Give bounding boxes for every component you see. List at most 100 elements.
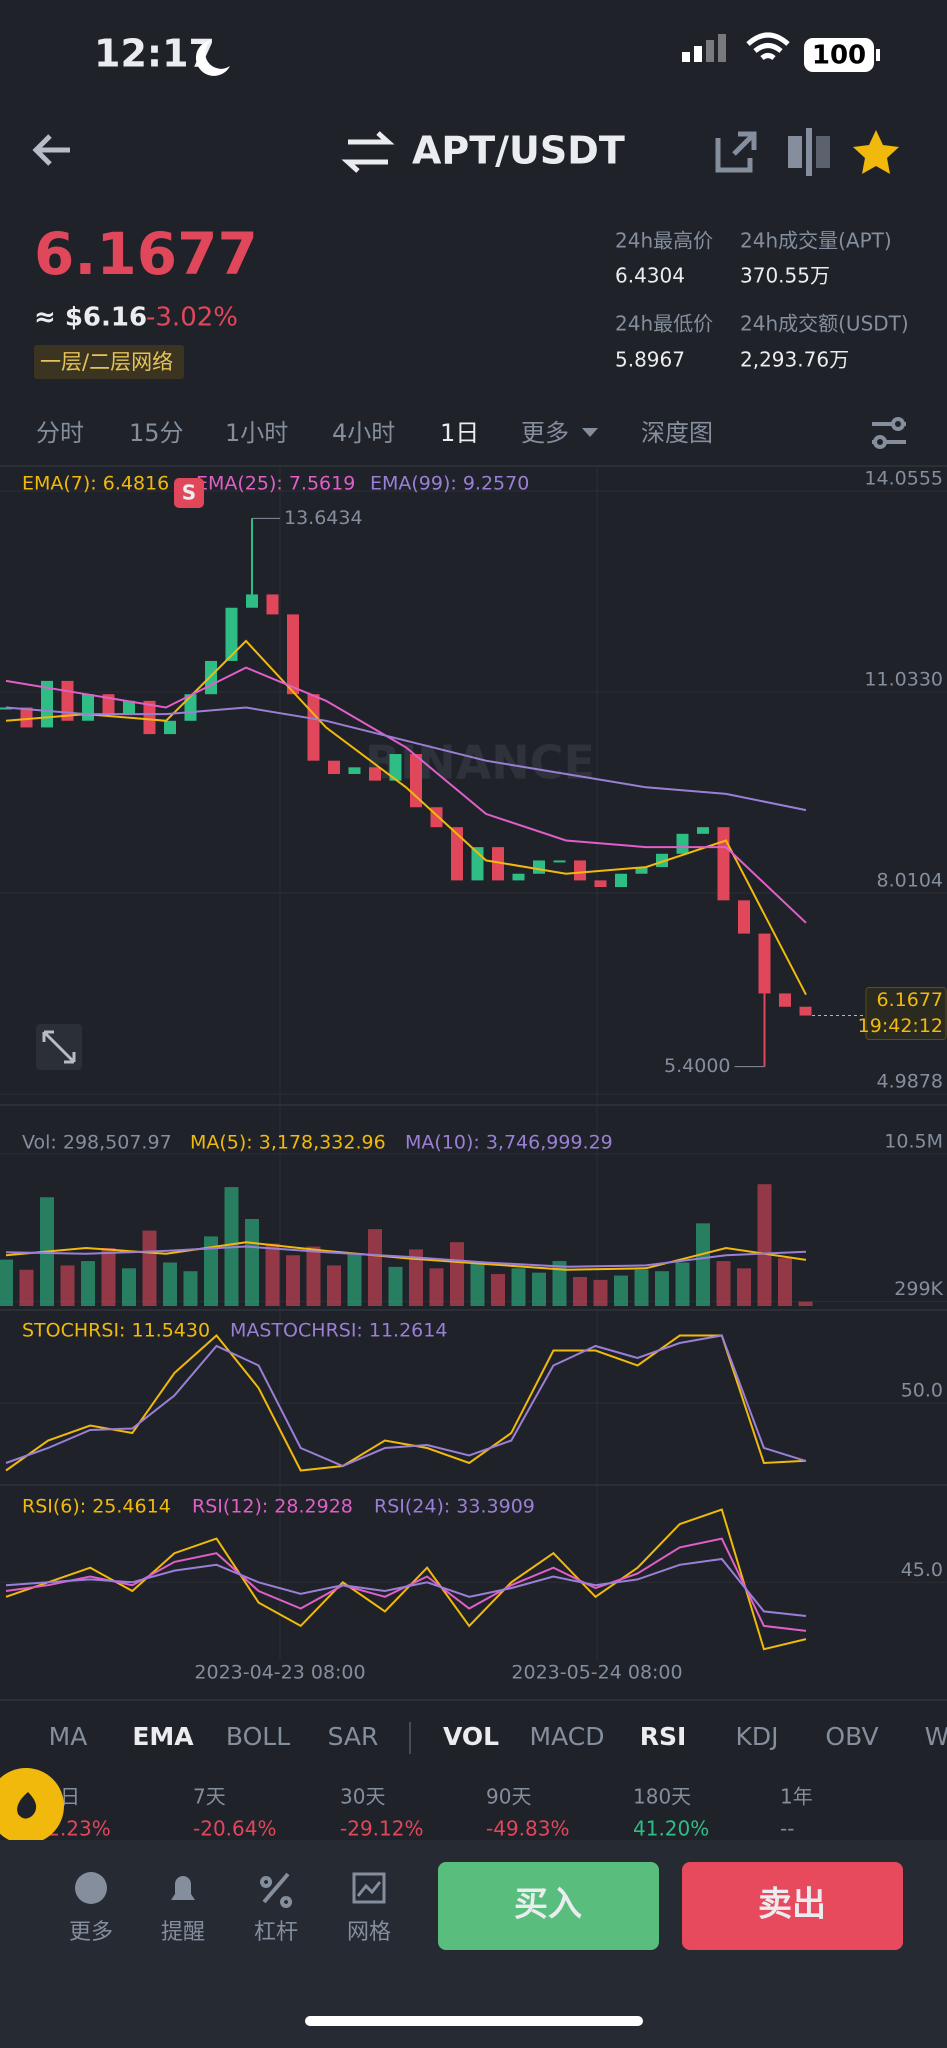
legend-entry: MASTOCHRSI: 11.2614 [230, 1320, 447, 1342]
y-tick-label: 299K [894, 1278, 943, 1300]
volume-bar [511, 1268, 526, 1306]
candle [533, 860, 545, 874]
volume-bar [388, 1266, 403, 1306]
back-button[interactable] [32, 134, 70, 166]
swap-icon[interactable] [341, 131, 395, 173]
indicator-tab[interactable]: RSI [640, 1722, 687, 1751]
expand-icon [42, 1030, 76, 1064]
stat-value: 5.8967 [615, 348, 685, 372]
sell-label[interactable]: 卖出 [758, 1885, 826, 1925]
home-indicator [305, 2016, 643, 2026]
tool-label[interactable]: 网格 [347, 1920, 391, 1945]
candle [82, 694, 94, 721]
volume-bar [409, 1249, 423, 1306]
period-value: -20.64% [193, 1817, 276, 1841]
more-icon[interactable] [75, 1872, 107, 1904]
interval-tab[interactable]: 更多 [521, 419, 569, 447]
y-tick-label: 8.0104 [877, 869, 943, 891]
candle [41, 680, 53, 728]
volume-bar [737, 1268, 751, 1306]
stat-label: 24h最高价 [615, 229, 713, 253]
candle [799, 1006, 812, 1016]
volume-bar [19, 1269, 34, 1306]
battery-level: 100 [812, 41, 866, 71]
indicator-line [5, 639, 807, 996]
indicator-tab[interactable]: SAR [328, 1722, 379, 1751]
current-price-label: 6.1677 [877, 989, 943, 1011]
candle [779, 993, 791, 1007]
volume-bar [429, 1268, 444, 1306]
indicator-tab[interactable]: OBV [825, 1722, 878, 1751]
interval-tab[interactable]: 深度图 [641, 419, 713, 447]
volume-bar [450, 1242, 464, 1306]
volume-bar [532, 1272, 546, 1306]
indicator-tab[interactable]: MACD [530, 1722, 605, 1751]
candle [697, 827, 709, 834]
compare-icon[interactable] [788, 128, 830, 176]
candle [266, 594, 279, 615]
indicator-tab[interactable]: VOL [443, 1722, 499, 1751]
interval-tab[interactable]: 15分 [129, 419, 184, 447]
period-label: 30天 [340, 1785, 385, 1809]
legend-entry: EMA(99): 9.2570 [370, 473, 529, 495]
stat-value: 370.55万 [740, 264, 830, 288]
tool-label[interactable]: 杠杆 [254, 1920, 298, 1945]
interval-tab[interactable]: 分时 [36, 419, 84, 447]
volume-bar [634, 1269, 649, 1306]
tool-label[interactable]: 提醒 [161, 1920, 205, 1945]
buy-button[interactable] [438, 1862, 659, 1950]
volume-bar [798, 1301, 813, 1306]
usd-price: ≈ $6.16 [34, 303, 147, 333]
status-time: 12:17 [94, 32, 215, 76]
period-value: -49.83% [486, 1817, 569, 1841]
buy-label[interactable]: 买入 [514, 1885, 582, 1925]
margin-icon[interactable] [260, 1872, 293, 1908]
period-value: -29.12% [340, 1817, 423, 1841]
indicator-line [5, 1508, 807, 1651]
period-value: -- [780, 1817, 794, 1841]
y-tick-label: 45.0 [901, 1559, 943, 1581]
candle [676, 833, 689, 854]
favorite-star[interactable] [853, 130, 899, 174]
pair-title[interactable]: APT/USDT [412, 129, 625, 173]
indicator-line [5, 666, 807, 924]
volume-bar [614, 1275, 628, 1306]
volume-bar [470, 1262, 485, 1306]
stat-label: 24h最低价 [615, 312, 713, 336]
legend-entry: EMA(25): 7.5619 [196, 473, 355, 495]
volume-bar [245, 1219, 259, 1306]
volume-bar [716, 1261, 731, 1306]
indicator-tab[interactable]: BOLL [226, 1722, 290, 1751]
grid-icon[interactable] [352, 1872, 386, 1904]
indicator-tab[interactable]: MA [49, 1722, 88, 1751]
volume-bar [347, 1253, 362, 1306]
interval-tab[interactable]: 1小时 [225, 419, 288, 447]
tool-label[interactable]: 更多 [69, 1920, 113, 1945]
period-label: 1年 [780, 1785, 813, 1809]
share-icon[interactable] [715, 131, 757, 173]
watermark: BINANCE [365, 736, 595, 790]
settings-icon[interactable] [872, 417, 906, 449]
legend-entry: EMA(7): 6.4816 [22, 473, 169, 495]
y-tick-label: 11.0330 [864, 668, 943, 690]
candle [123, 700, 135, 715]
indicator-tab[interactable]: W [925, 1722, 947, 1751]
sell-button[interactable] [682, 1862, 903, 1950]
volume-bar [368, 1229, 382, 1306]
period-label: 90天 [486, 1785, 531, 1809]
volume-bar [696, 1223, 710, 1306]
volume-bar [60, 1265, 75, 1306]
interval-tabs: 分时 15分 1小时 4小时 1日 更多 深度图 [36, 419, 713, 447]
indicator-tab[interactable]: KDJ [735, 1722, 778, 1751]
tag[interactable]: 一层/二层网络 [40, 350, 173, 374]
alert-icon[interactable] [171, 1876, 195, 1900]
x-axis-label: 2023-05-24 08:00 [511, 1662, 682, 1684]
indicator-tab[interactable]: EMA [132, 1722, 194, 1751]
volume-bar [81, 1261, 95, 1306]
volume-bar [183, 1271, 198, 1306]
fire-icon [17, 1792, 37, 1819]
countdown: 19:42:12 [858, 1015, 943, 1037]
interval-tab[interactable]: 4小时 [332, 419, 395, 447]
interval-tab[interactable]: 1日 [440, 419, 479, 447]
